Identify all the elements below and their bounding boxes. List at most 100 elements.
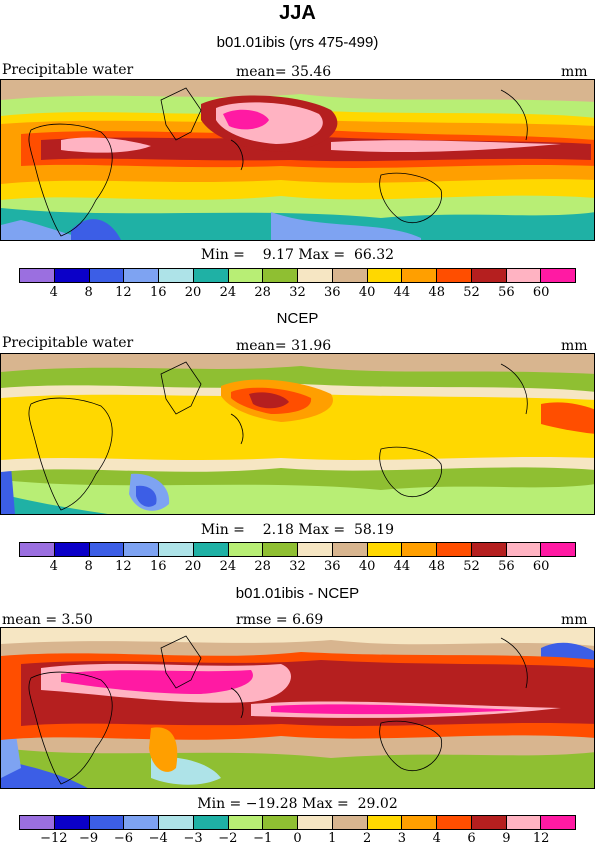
colorbar-cell bbox=[367, 543, 403, 556]
colorbar-tick-label: 2 bbox=[362, 831, 372, 846]
colorbar-cell bbox=[20, 543, 55, 556]
colorbar-tick-label: 32 bbox=[289, 285, 306, 300]
colorbar-tick-label: 1 bbox=[328, 831, 337, 846]
map-panel-ncep bbox=[0, 353, 595, 515]
colorbar-cell bbox=[541, 816, 575, 829]
colorbar-cell bbox=[437, 816, 472, 829]
ncep-title: NCEP bbox=[276, 310, 319, 327]
colorbar-cell bbox=[20, 816, 55, 829]
colorbar-cell bbox=[367, 269, 403, 282]
colorbar-cell bbox=[54, 543, 90, 556]
colorbar-cell bbox=[159, 269, 194, 282]
colorbar-tick-label: 6 bbox=[467, 831, 476, 846]
colorbar-cell bbox=[402, 269, 437, 282]
colorbar-cell bbox=[228, 816, 264, 829]
map-ncep-field bbox=[1, 354, 594, 514]
colorbar-cell bbox=[541, 543, 575, 556]
mean-label-2: mean= 31.96 bbox=[236, 338, 332, 354]
colorbar-cell bbox=[124, 816, 159, 829]
units-label-2: mm bbox=[561, 338, 588, 354]
colorbar-cell bbox=[228, 269, 264, 282]
colorbar-tick-label: −2 bbox=[218, 831, 238, 846]
colorbar-cell bbox=[20, 269, 55, 282]
colorbar-tick-label: 24 bbox=[219, 559, 237, 574]
colorbar-cell bbox=[402, 543, 437, 556]
field-label-1: Precipitable water bbox=[2, 62, 134, 78]
colorbar-tick-label: −12 bbox=[40, 831, 68, 846]
minmax-ncep: Min = 2.18 Max = 58.19 bbox=[200, 522, 395, 538]
colorbar-tick-label: 28 bbox=[254, 285, 271, 300]
colorbar-cell bbox=[298, 269, 333, 282]
colorbar-tick-label: 8 bbox=[84, 285, 93, 300]
colorbar-cell bbox=[263, 816, 298, 829]
colorbar-model bbox=[19, 268, 576, 283]
colorbar-ticks-ncep: 4 8 12 16 20 24 28 32 36 40 44 48 52 56 60 bbox=[19, 559, 576, 575]
colorbar-cell bbox=[124, 543, 159, 556]
colorbar-tick-label: 8 bbox=[84, 559, 93, 574]
colorbar-cell bbox=[193, 269, 229, 282]
colorbar-tick-label: 16 bbox=[149, 285, 167, 300]
colorbar-tick-label: 20 bbox=[184, 285, 202, 300]
colorbar-tick-label: 56 bbox=[498, 285, 515, 300]
minmax-diff: Min = −19.28 Max = 29.02 bbox=[197, 796, 398, 812]
colorbar-cell bbox=[159, 543, 194, 556]
mean-label-1: mean= 35.46 bbox=[236, 64, 332, 80]
colorbar-cell bbox=[367, 816, 403, 829]
colorbar-tick-label: 4 bbox=[49, 285, 58, 300]
diff-mean-label: mean = 3.50 bbox=[2, 612, 93, 628]
colorbar-tick-label: 12 bbox=[532, 831, 550, 846]
colorbar-cell bbox=[332, 816, 368, 829]
colorbar-ncep bbox=[19, 542, 576, 557]
colorbar-cell bbox=[193, 816, 229, 829]
colorbar-cell bbox=[89, 269, 125, 282]
colorbar-tick-label: 4 bbox=[432, 831, 441, 846]
colorbar-tick-label: 4 bbox=[49, 559, 58, 574]
colorbar-cell bbox=[506, 816, 542, 829]
colorbar-tick-label: 52 bbox=[463, 559, 480, 574]
units-label-1: mm bbox=[561, 64, 588, 80]
colorbar-tick-label: 36 bbox=[324, 559, 341, 574]
colorbar-tick-label: −9 bbox=[79, 831, 99, 846]
colorbar-cell bbox=[193, 543, 229, 556]
map-diff-field bbox=[1, 628, 594, 788]
colorbar-tick-label: 28 bbox=[254, 559, 271, 574]
colorbar-cell bbox=[332, 543, 368, 556]
map-panel-diff bbox=[0, 627, 595, 789]
colorbar-tick-label: 24 bbox=[219, 285, 237, 300]
diff-title: b01.01ibis - NCEP bbox=[235, 585, 360, 602]
colorbar-cell bbox=[541, 269, 575, 282]
colorbar-tick-label: 12 bbox=[115, 285, 132, 300]
minmax-model: Min = 9.17 Max = 66.32 bbox=[200, 247, 395, 263]
colorbar-tick-label: 60 bbox=[532, 285, 550, 300]
colorbar-cell bbox=[471, 543, 507, 556]
colorbar-cell bbox=[54, 269, 90, 282]
colorbar-tick-label: 3 bbox=[397, 831, 407, 846]
colorbar-tick-label: 9 bbox=[502, 831, 511, 846]
colorbar-tick-label: −3 bbox=[183, 831, 203, 846]
field-label-2: Precipitable water bbox=[2, 335, 134, 351]
colorbar-tick-label: 44 bbox=[393, 285, 411, 300]
colorbar-cell bbox=[124, 269, 159, 282]
colorbar-cell bbox=[437, 543, 472, 556]
colorbar-tick-label: 16 bbox=[149, 559, 167, 574]
colorbar-cell bbox=[506, 269, 542, 282]
colorbar-ticks-diff: −12 −9 −6 −4 −3 −2 −1 0 1 2 3 4 6 9 12 bbox=[19, 831, 576, 847]
diff-rmse-label: rmse = 6.69 bbox=[236, 612, 324, 628]
colorbar-cell bbox=[506, 543, 542, 556]
colorbar-cell bbox=[159, 816, 194, 829]
colorbar-tick-label: 48 bbox=[428, 285, 446, 300]
colorbar-tick-label: 20 bbox=[184, 559, 202, 574]
colorbar-tick-label: 40 bbox=[358, 285, 376, 300]
colorbar-cell bbox=[437, 269, 472, 282]
colorbar-cell bbox=[54, 816, 90, 829]
model-title: b01.01ibis (yrs 475-499) bbox=[216, 34, 379, 51]
colorbar-cell bbox=[332, 269, 368, 282]
colorbar-ticks-model: 4 8 12 16 20 24 28 32 36 40 44 48 52 56 60 bbox=[19, 285, 576, 301]
colorbar-tick-label: 56 bbox=[498, 559, 515, 574]
colorbar-tick-label: 36 bbox=[324, 285, 341, 300]
colorbar-cell bbox=[471, 816, 507, 829]
colorbar-tick-label: 12 bbox=[115, 559, 132, 574]
colorbar-cell bbox=[263, 543, 298, 556]
colorbar-tick-label: 52 bbox=[463, 285, 480, 300]
colorbar-tick-label: 32 bbox=[289, 559, 306, 574]
